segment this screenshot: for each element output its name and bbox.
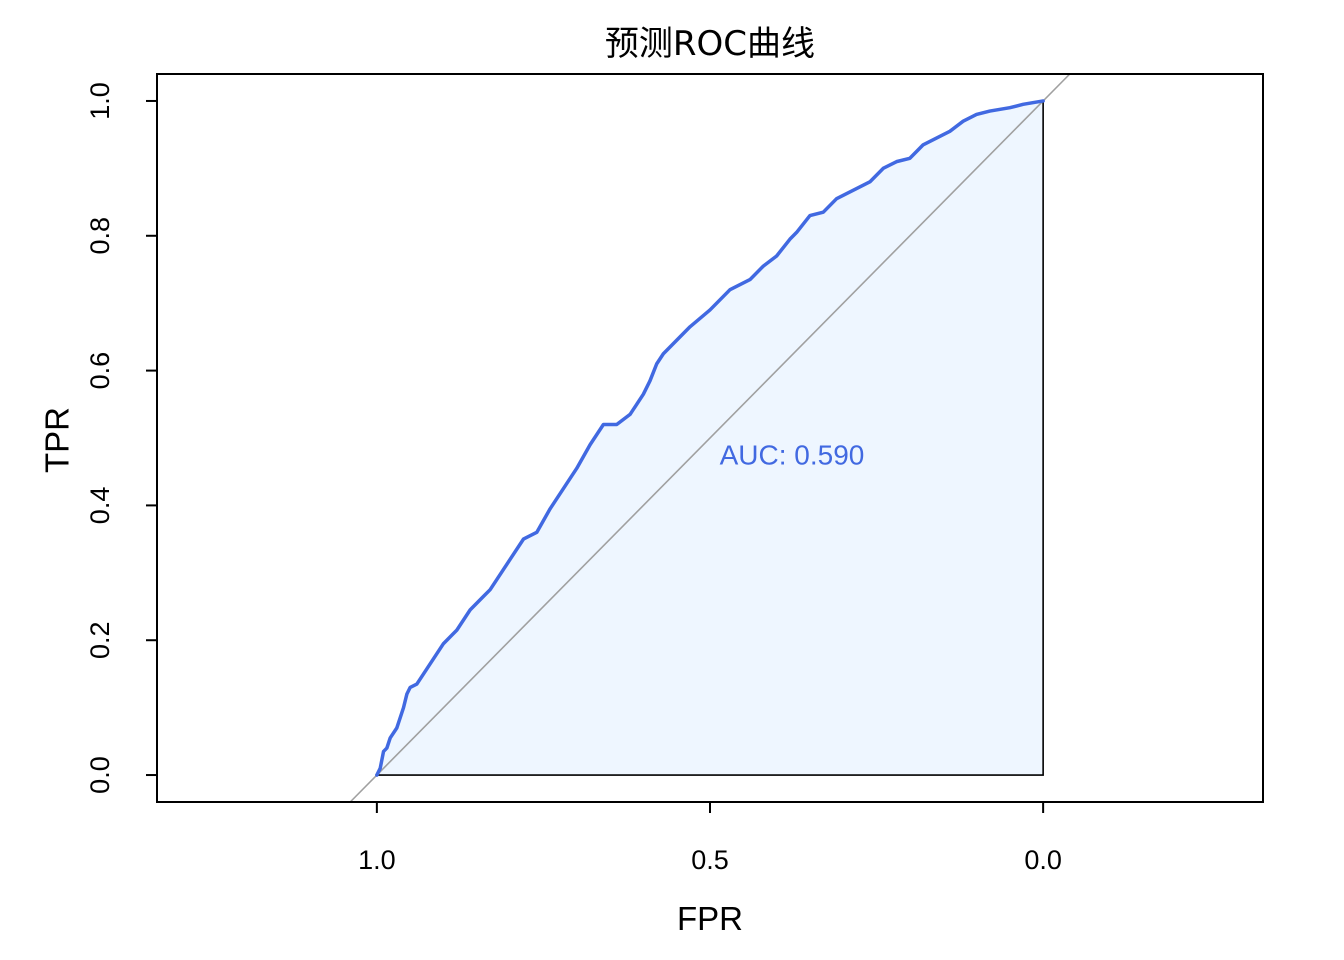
x-axis: 1.0 0.5 0.0 <box>358 801 1062 875</box>
y-tick-label: 0.8 <box>85 217 115 255</box>
y-tick-label: 0.4 <box>85 487 115 525</box>
x-tick-label: 0.5 <box>691 845 729 875</box>
y-tick-label: 0.6 <box>85 352 115 390</box>
y-tick-label: 0.0 <box>85 756 115 794</box>
x-tick-label: 0.0 <box>1024 845 1062 875</box>
roc-curve-layer <box>375 99 1045 777</box>
chart-title: 预测ROC曲线 <box>605 24 815 64</box>
x-axis-label: FPR <box>677 900 743 937</box>
y-tick-label: 1.0 <box>85 82 115 120</box>
y-tick-label: 0.2 <box>85 621 115 659</box>
auc-label: AUC: 0.590 <box>720 439 865 470</box>
x-tick-label: 1.0 <box>358 845 396 875</box>
y-axis: 0.0 0.2 0.4 0.6 0.8 1.0 <box>85 82 157 794</box>
diagonal-reference-line <box>349 73 1071 803</box>
roc-curve <box>375 99 1045 777</box>
y-axis-label: TPR <box>39 407 76 473</box>
diagonal-layer <box>349 73 1071 803</box>
